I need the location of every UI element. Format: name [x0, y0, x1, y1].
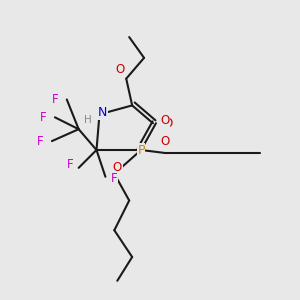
Text: P: P [137, 143, 145, 157]
Text: O: O [160, 114, 170, 127]
Text: F: F [52, 93, 58, 106]
Text: N: N [98, 106, 107, 119]
Text: F: F [111, 172, 118, 185]
Text: F: F [37, 135, 43, 148]
Text: F: F [40, 111, 46, 124]
Text: H: H [84, 115, 92, 125]
Text: O: O [113, 161, 122, 174]
Text: F: F [66, 158, 73, 171]
Text: O: O [160, 135, 170, 148]
Text: O: O [163, 117, 172, 130]
Text: O: O [116, 63, 125, 76]
